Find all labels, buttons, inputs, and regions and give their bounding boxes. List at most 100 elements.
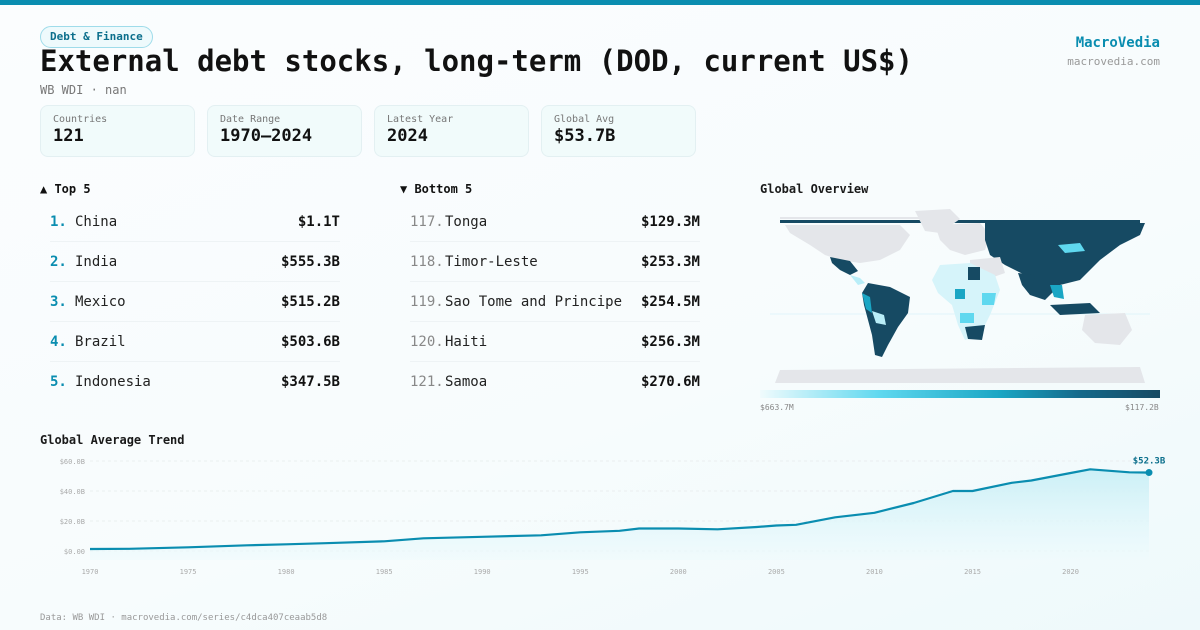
y-tick-label: $20.0B xyxy=(60,518,85,526)
top5-list: ▲ Top 5 1. China $1.1T 2. India $555.3B … xyxy=(40,182,340,402)
x-tick-label: 1975 xyxy=(180,568,197,576)
rank-number: 1. xyxy=(50,213,67,230)
x-tick-label: 1980 xyxy=(278,568,295,576)
rank-number: 118. xyxy=(410,253,444,270)
country-name: India xyxy=(75,253,118,270)
country-value: $503.6B xyxy=(280,333,340,350)
region-south-africa xyxy=(965,325,985,340)
rank-number: 120. xyxy=(410,333,444,350)
country-value: $254.5M xyxy=(640,293,700,310)
stats-row: Countries 121 Date Range 1970–2024 Lates… xyxy=(40,105,696,157)
category-badge[interactable]: Debt & Finance xyxy=(40,26,153,48)
stat-label: Global Avg xyxy=(554,114,615,125)
country-name: Brazil xyxy=(75,333,126,350)
region-greenland xyxy=(915,209,960,233)
country-value: $555.3B xyxy=(280,253,340,270)
page-subtitle: WB WDI · nan xyxy=(40,83,127,97)
stat-card-countries: Countries 121 xyxy=(40,105,195,157)
stat-card-latest-year: Latest Year 2024 xyxy=(374,105,529,157)
region-north-america xyxy=(785,225,910,263)
x-tick-label: 2020 xyxy=(1062,568,1079,576)
legend-min-label: $663.7M xyxy=(760,403,794,412)
x-tick-label: 2015 xyxy=(964,568,981,576)
region-europe xyxy=(935,223,990,255)
region-asia xyxy=(985,223,1145,300)
x-tick-label: 2010 xyxy=(866,568,883,576)
map-title: Global Overview xyxy=(760,182,869,196)
brand-name[interactable]: MacroVedia xyxy=(1075,35,1160,51)
country-value: $256.3M xyxy=(640,333,700,350)
country-name: Timor-Leste xyxy=(445,253,538,270)
y-tick-label: $0.00 xyxy=(64,548,85,556)
stat-value: 2024 xyxy=(387,126,428,146)
list-item[interactable]: 5. Indonesia $347.5B xyxy=(50,362,340,402)
world-choropleth-map[interactable] xyxy=(760,205,1160,385)
list-item[interactable]: 1. China $1.1T xyxy=(50,202,340,242)
trend-area-chart[interactable]: $0.00 $20.0B $40.0B $60.0B 1970 1975 1980 1985 1… xyxy=(0,450,1200,580)
x-tick-label: 2000 xyxy=(670,568,687,576)
stat-value: 121 xyxy=(53,126,84,146)
region-peru xyxy=(862,293,872,313)
country-value: $1.1T xyxy=(297,213,340,230)
region-indonesia xyxy=(1050,303,1100,315)
rank-number: 4. xyxy=(50,333,67,350)
page-title: External debt stocks, long-term (DOD, cu… xyxy=(40,44,913,78)
stat-label: Date Range xyxy=(220,114,281,125)
region-mongolia xyxy=(1058,243,1085,253)
trend-line xyxy=(89,468,1150,551)
bottom5-heading: ▼ Bottom 5 xyxy=(400,182,473,196)
country-name: Haiti xyxy=(445,333,488,350)
x-tick-label: 1985 xyxy=(376,568,393,576)
region-central-america xyxy=(850,275,865,285)
rank-number: 5. xyxy=(50,374,67,390)
region-india xyxy=(1018,273,1035,295)
stat-card-date-range: Date Range 1970–2024 xyxy=(207,105,362,157)
trend-title: Global Average Trend xyxy=(40,433,185,447)
y-tick-label: $40.0B xyxy=(60,488,85,496)
list-item[interactable]: 118. Timor-Leste $253.3M xyxy=(410,242,700,282)
country-value: $270.6M xyxy=(640,374,700,390)
region-nigeria xyxy=(955,289,965,299)
list-item[interactable]: 119. Sao Tome and Principe $254.5M xyxy=(410,282,700,322)
top-accent-bar xyxy=(0,0,1200,5)
stat-value: 1970–2024 xyxy=(220,126,313,146)
list-item[interactable]: 4. Brazil $503.6B xyxy=(50,322,340,362)
country-value: $253.3M xyxy=(640,253,700,270)
stat-card-global-avg: Global Avg $53.7B xyxy=(541,105,696,157)
brand: MacroVedia macrovedia.com xyxy=(1067,35,1160,68)
region-south-america xyxy=(862,283,910,357)
rank-number: 121. xyxy=(410,374,444,390)
region-band xyxy=(780,220,1140,223)
list-item[interactable]: 3. Mexico $515.2B xyxy=(50,282,340,322)
country-value: $515.2B xyxy=(280,293,340,310)
region-australia xyxy=(1082,313,1132,345)
list-item[interactable]: 117. Tonga $129.3M xyxy=(410,202,700,242)
stat-value: $53.7B xyxy=(554,126,616,146)
rank-number: 3. xyxy=(50,293,67,310)
footer-source: Data: WB WDI · macrovedia.com/series/c4d… xyxy=(40,613,328,623)
trend-area xyxy=(90,469,1149,560)
x-tick-label: 1970 xyxy=(82,568,99,576)
bottom5-list: ▼ Bottom 5 117. Tonga $129.3M 118. Timor… xyxy=(400,182,700,402)
country-name: China xyxy=(75,213,118,230)
country-name: Mexico xyxy=(75,293,126,310)
latest-value-label: $52.3B xyxy=(1133,457,1166,467)
list-item[interactable]: 120. Haiti $256.3M xyxy=(410,322,700,362)
brand-url[interactable]: macrovedia.com xyxy=(1067,55,1160,68)
rank-number: 2. xyxy=(50,253,67,270)
region-mexico xyxy=(830,257,858,275)
list-item[interactable]: 2. India $555.3B xyxy=(50,242,340,282)
region-thailand xyxy=(1050,285,1064,299)
x-tick-label: 2005 xyxy=(768,568,785,576)
region-ethiopia xyxy=(982,293,996,305)
region-egypt xyxy=(968,267,980,280)
latest-point-marker[interactable] xyxy=(1145,469,1153,477)
legend-max-label: $117.2B xyxy=(1125,403,1159,412)
stat-label: Latest Year xyxy=(387,114,454,125)
country-name: Sao Tome and Principe xyxy=(445,293,623,310)
map-color-legend xyxy=(760,390,1160,398)
list-item[interactable]: 121. Samoa $270.6M xyxy=(410,362,700,402)
region-angola xyxy=(960,313,974,323)
y-tick-label: $60.0B xyxy=(60,458,85,466)
country-name: Samoa xyxy=(445,374,488,390)
